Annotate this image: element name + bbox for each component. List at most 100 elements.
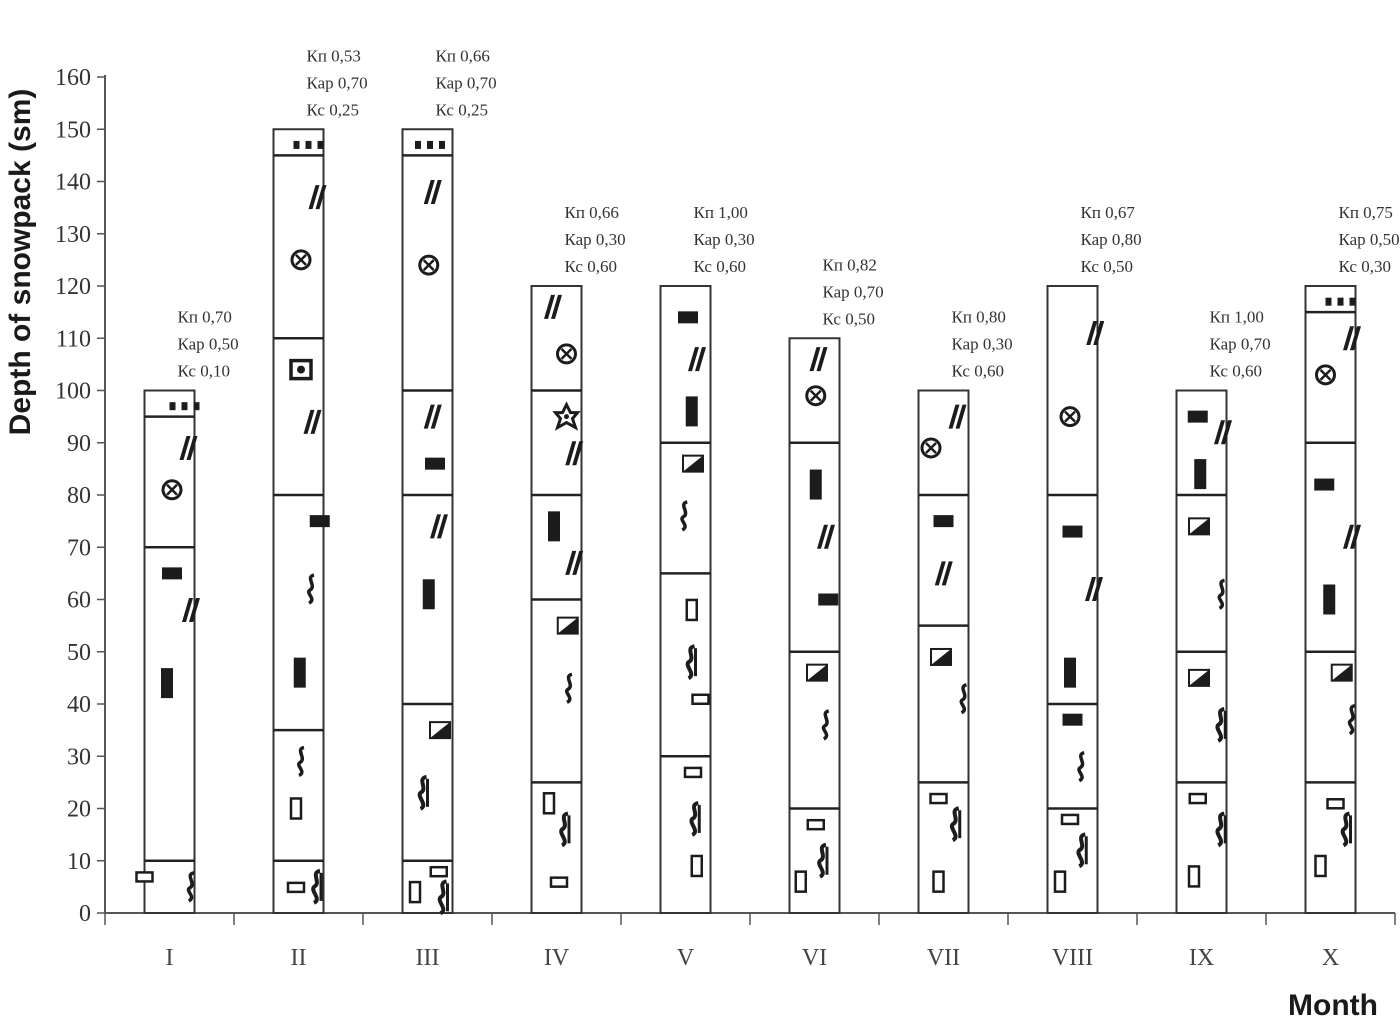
y-tick-label: 30 [67, 744, 91, 770]
solid-bar-mark [1323, 584, 1336, 615]
y-tick-label: 80 [67, 483, 91, 509]
slash-mark [1086, 321, 1105, 346]
cup-crystal-mark [1340, 811, 1352, 848]
y-tick-label: 110 [56, 326, 91, 352]
slash-stroke [572, 550, 584, 575]
open-rect-mark [135, 871, 154, 883]
wave-mark [1077, 750, 1085, 783]
circle-x-cross [560, 348, 573, 360]
slash-stroke [565, 441, 577, 466]
slash-mark [565, 550, 584, 575]
open-rect-mark [286, 881, 306, 894]
solid-bar-mark [293, 657, 306, 688]
slash-stroke [308, 185, 320, 210]
circle-x-mark [1315, 364, 1336, 386]
open-bar-mark [690, 854, 703, 878]
circle-x-mark [290, 249, 312, 271]
dot [1325, 297, 1332, 306]
slash-mark [948, 404, 967, 429]
solid-block-mark [1062, 713, 1083, 726]
open-bar-mark [932, 870, 945, 893]
slash-stroke [1343, 326, 1354, 351]
coefficient-label: Кс 0,60 [694, 257, 746, 276]
open-rect-mark [683, 766, 703, 779]
x-tick-label: VII [927, 945, 960, 971]
coefficient-label: Кс 0,25 [307, 100, 359, 119]
dot [169, 402, 176, 411]
dot [1349, 297, 1356, 306]
x-tick-label: X [1322, 945, 1339, 971]
x-tick-label: III [416, 945, 440, 971]
cup-crystal-body [311, 868, 321, 905]
slash-stroke [1092, 577, 1103, 602]
cup-crystal-mark [559, 811, 571, 848]
open-bar-mark [1314, 854, 1327, 878]
slash-stroke [430, 179, 442, 204]
y-tick-label: 10 [67, 849, 91, 875]
slash-mark [182, 597, 200, 622]
y-tick-label: 40 [67, 692, 91, 718]
open-rect-mark [691, 693, 710, 706]
open-rect-mark [929, 792, 948, 805]
coefficient-label: Кс 0,50 [823, 309, 875, 328]
slash-stroke [1085, 577, 1096, 602]
coefficient-label: Кп 0,66 [565, 203, 619, 222]
half-box-fill [807, 664, 827, 681]
open-rect-mark [549, 876, 569, 888]
slash-stroke [179, 435, 191, 460]
coefficient-label: Кс 0,60 [952, 362, 1004, 381]
slash-stroke [544, 294, 555, 319]
coefficient-label: Кар 0,30 [952, 335, 1013, 354]
solid-bar-mark [422, 579, 435, 610]
coefficient-label: Кс 0,50 [1081, 257, 1133, 276]
solid-bar-mark [1194, 459, 1207, 490]
coefficient-label: Кп 1,00 [1210, 308, 1264, 327]
open-rect-mark [429, 865, 448, 878]
column-III: Кп 0,66 Кар 0,70 Кс 0,25 III [401, 46, 497, 971]
slash-stroke [809, 347, 821, 372]
slash-stroke [437, 514, 448, 539]
solid-block-mark [933, 515, 954, 528]
slash-mark [1214, 420, 1232, 445]
y-axis-title: Depth of snowpack (sm) [4, 89, 37, 436]
dot [181, 402, 188, 411]
cup-crystal-mark [1076, 832, 1088, 869]
solid-bar-mark [685, 396, 698, 427]
dots-mark [293, 140, 324, 149]
slash-mark [423, 179, 442, 204]
dots-mark [415, 140, 445, 149]
star-mark [552, 401, 581, 431]
dot [439, 140, 445, 149]
half-box-fill [1189, 518, 1209, 535]
circle-x-cross [1319, 368, 1332, 381]
crystal-box-core [297, 365, 305, 374]
slash-stroke [1214, 420, 1225, 445]
solid-block-mark [1314, 478, 1335, 491]
cup-crystal-body [949, 806, 960, 842]
coefficient-label: Кар 0,70 [823, 282, 884, 301]
column-IX: Кп 1,00 Кар 0,70 Кс 0,60 IX [1175, 308, 1271, 971]
slash-stroke [1350, 326, 1361, 351]
circle-x-cross [809, 389, 822, 402]
solid-block-mark [678, 311, 698, 324]
open-rect-mark [1188, 792, 1207, 805]
open-bar-mark [289, 797, 303, 820]
y-tick-label: 20 [67, 797, 91, 823]
slash-stroke [423, 179, 435, 204]
slash-stroke [1086, 321, 1098, 346]
slash-stroke [948, 404, 960, 429]
cup-crystal-mark [685, 644, 697, 680]
solid-block-mark [1187, 410, 1208, 423]
slash-stroke [186, 435, 198, 460]
snow-column [143, 389, 196, 914]
axes: 0 10 20 30 40 50 60 70 80 90 100 110 120 130 140 150 160 [55, 65, 1396, 927]
solid-bar-mark [548, 511, 560, 542]
slash-stroke [182, 597, 193, 622]
column-VII: Кп 0,80 Кар 0,30 Кс 0,60 VII [917, 308, 1013, 971]
x-tick-label: IX [1189, 945, 1214, 971]
cup-crystal-body [1076, 832, 1086, 869]
dot [305, 140, 312, 149]
slash-stroke [1350, 524, 1361, 549]
y-tick-label: 120 [55, 274, 91, 300]
open-bar-mark [1187, 865, 1201, 888]
